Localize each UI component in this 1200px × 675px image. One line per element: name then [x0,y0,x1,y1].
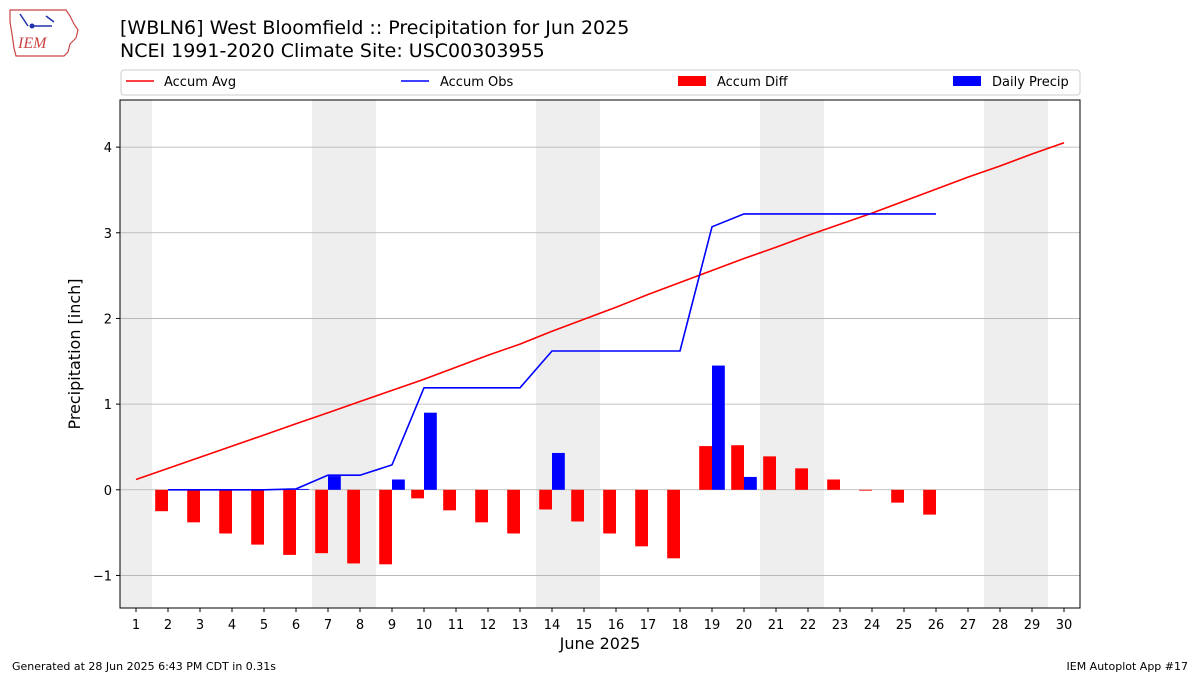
x-tick-label: 7 [324,618,332,633]
y-tick-label: 1 [104,398,112,413]
legend-label: Accum Avg [164,75,236,90]
x-tick-label: 6 [292,618,300,633]
x-tick-label: 3 [196,618,204,633]
x-tick-label: 14 [544,618,561,633]
x-tick-label: 25 [896,618,913,633]
legend-box [120,69,1081,96]
x-tick-label: 20 [736,618,753,633]
weekend-shade [760,100,824,608]
x-tick-label: 4 [228,618,236,633]
accum-diff-bar [347,489,360,564]
legend-swatch [678,76,706,86]
accum-diff-bar [155,489,168,512]
accum-diff-bar [187,489,200,523]
accum-diff-bar [219,489,232,534]
accum-diff-bar [667,489,680,559]
iowa-state-outline [9,9,79,57]
x-tick-label: 2 [164,618,172,633]
y-tick-label: 4 [104,141,112,156]
daily-precip-bar [328,476,341,490]
y-axis-label: Precipitation [inch] [65,278,84,429]
x-tick-label: 10 [416,618,433,633]
accum-diff-bar [891,489,904,503]
accum-avg-line [135,142,1065,481]
weekend-shade [984,100,1048,608]
accum-diff-bar [251,489,264,545]
accum-diff-bar [411,489,424,499]
weekend-shade [536,100,600,608]
x-tick-label: 24 [864,618,881,633]
chart-title: [WBLN6] West Bloomfield :: Precipitation… [120,17,630,39]
x-tick-label: 30 [1056,618,1073,633]
x-tick-label: 26 [928,618,945,633]
accum-diff-bar [731,445,744,490]
x-tick-label: 17 [640,618,657,633]
daily-precip-bar [296,488,309,490]
y-tick-label: 2 [104,312,112,327]
accum-obs-line [168,213,936,491]
y-tick-label: 0 [104,484,112,499]
x-tick-label: 5 [260,618,268,633]
x-tick-label: 18 [672,618,689,633]
x-tick-label: 27 [960,618,977,633]
y-tick-label: 3 [104,227,112,242]
accum-diff-bar [795,468,808,490]
x-tick-label: 16 [608,618,625,633]
legend-label: Daily Precip [992,75,1069,90]
x-tick-label: 8 [356,618,364,633]
footer-generated: Generated at 28 Jun 2025 6:43 PM CDT in … [12,660,277,673]
legend-label: Accum Diff [717,75,789,90]
x-tick-label: 9 [388,618,396,633]
x-tick-label: 11 [448,618,465,633]
x-tick-label: 28 [992,618,1009,633]
chart-subtitle: NCEI 1991-2020 Climate Site: USC00303955 [120,40,545,62]
x-tick-label: 12 [480,618,497,633]
accum-diff-bar [571,489,584,522]
legend-label: Accum Obs [440,75,513,90]
daily-precip-bar [552,452,565,490]
footer-app: IEM Autoplot App #17 [1066,660,1189,673]
accum-diff-bar [379,489,392,565]
x-axis-label: June 2025 [559,634,641,653]
x-tick-label: 21 [768,618,785,633]
accum-diff-bar [699,446,712,490]
logo-text: IEM [17,35,48,52]
accum-diff-bar [283,489,296,555]
daily-precip-bar [712,365,725,490]
x-tick-label: 1 [132,618,140,633]
iem-logo: IEM [9,9,79,57]
x-tick-label: 22 [800,618,817,633]
x-tick-label: 23 [832,618,849,633]
accum-diff-bar [475,489,488,523]
weather-vane-icon [19,13,55,27]
daily-precip-bar [424,412,437,490]
plot-frame [119,99,1081,609]
accum-diff-bar [859,489,872,491]
accum-diff-bar [507,489,520,534]
accum-diff-bar [763,456,776,490]
x-tick-label: 29 [1024,618,1041,633]
x-tick-label: 15 [576,618,593,633]
accum-diff-bar [923,489,936,515]
accum-diff-bar [315,489,328,554]
x-tick-label: 19 [704,618,721,633]
weekend-shade [120,100,152,608]
x-tick-label: 13 [512,618,529,633]
legend-swatch [953,76,981,86]
daily-precip-bar [392,479,405,490]
daily-precip-bar [744,476,757,490]
y-tick-label: −1 [93,569,112,584]
accum-diff-bar [443,489,456,511]
accum-diff-bar [603,489,616,534]
accum-diff-bar [827,479,840,490]
accum-diff-bar [635,489,648,547]
accum-diff-bar [539,489,552,510]
